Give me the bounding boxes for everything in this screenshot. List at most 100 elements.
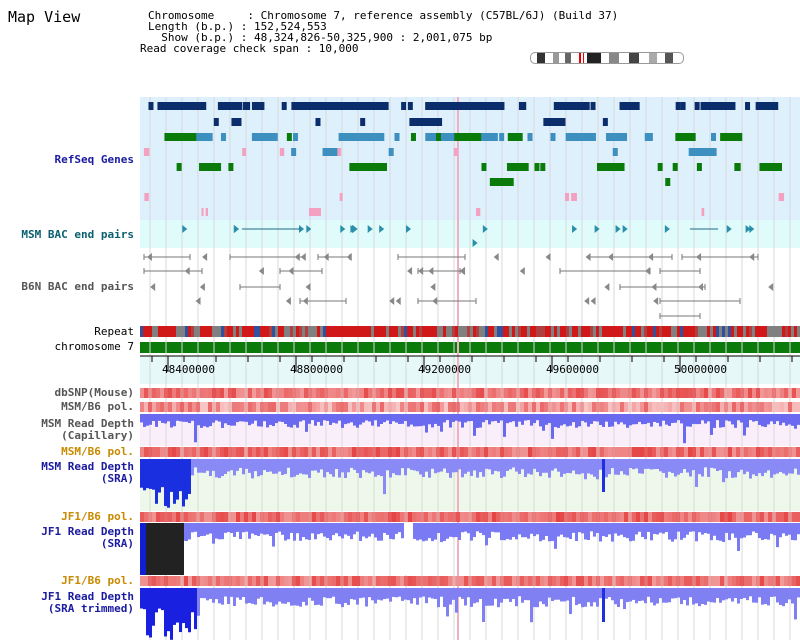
label-refseq: RefSeq Genes [54, 153, 134, 166]
depth-bar [782, 459, 785, 474]
depth-bar [440, 459, 443, 472]
depth-bar [245, 459, 248, 469]
polymorphism-cell [756, 512, 760, 522]
polymorphism-cell [188, 576, 192, 586]
depth-bar [779, 588, 782, 605]
repeat-segment [635, 326, 638, 337]
gene-feature [394, 133, 400, 141]
depth-bar [662, 588, 665, 603]
depth-bar [392, 414, 395, 422]
map-view-title: Map View [8, 8, 81, 26]
polymorphism-cell [148, 447, 152, 457]
depth-bar [182, 414, 185, 422]
polymorphism-cell [540, 402, 544, 412]
depth-bar [329, 523, 332, 541]
depth-bar [200, 588, 203, 599]
depth-bar [266, 588, 269, 602]
polymorphism-cell [732, 402, 736, 412]
depth-bar [779, 523, 782, 538]
repeat-segment [674, 326, 677, 337]
depth-bar [674, 414, 677, 423]
polymorphism-cell [760, 402, 764, 412]
gene-feature [197, 133, 213, 141]
polymorphism-cell [444, 576, 448, 586]
repeat-segment [512, 326, 515, 337]
polymorphism-cell [568, 447, 572, 457]
polymorphism-cell [220, 576, 224, 586]
polymorphism-cell [664, 402, 668, 412]
polymorphism-cell [396, 447, 400, 457]
depth-bar [320, 459, 323, 470]
polymorphism-cell [752, 402, 756, 412]
polymorphism-cell [712, 402, 716, 412]
repeat-segment [425, 326, 428, 337]
repeat-segment [695, 326, 698, 337]
chromosome-ideogram[interactable] [530, 52, 684, 64]
polymorphism-cell [680, 512, 684, 522]
repeat-segment [362, 326, 365, 337]
depth-bar [284, 459, 287, 474]
depth-bar [461, 459, 464, 478]
polymorphism-cell [472, 402, 476, 412]
gene-feature [199, 163, 205, 171]
depth-bar [740, 588, 743, 600]
depth-bar [575, 414, 578, 428]
depth-bar [467, 459, 470, 472]
depth-bar [146, 459, 149, 489]
depth-bar [752, 414, 755, 422]
depth-bar [626, 459, 629, 476]
depth-bar [209, 523, 212, 534]
depth-bar [554, 588, 557, 600]
depth-bar [743, 414, 746, 436]
polymorphism-cell [496, 576, 500, 586]
polymorphism-cell [500, 447, 504, 457]
depth-bar [563, 459, 566, 474]
depth-bar [722, 523, 725, 543]
polymorphism-cell [464, 402, 468, 412]
polymorphism-cell [304, 576, 308, 586]
bac-end-marker [367, 225, 373, 233]
gene-feature [360, 118, 366, 126]
polymorphism-cell [620, 512, 624, 522]
polymorphism-cell [244, 447, 248, 457]
depth-bar [389, 588, 392, 602]
repeat-segment [191, 326, 194, 337]
depth-bar [734, 414, 737, 428]
depth-bar [458, 414, 461, 422]
gene-feature [442, 133, 448, 141]
polymorphism-cell [540, 447, 544, 457]
depth-bar [431, 523, 434, 542]
depth-bar [671, 459, 674, 474]
gene-feature [694, 102, 700, 110]
depth-bar [647, 523, 650, 532]
polymorphism-cell [176, 388, 180, 398]
depth-bar [299, 459, 302, 474]
polymorphism-cell [508, 576, 512, 586]
depth-bar [791, 414, 794, 426]
repeat-segment [713, 326, 716, 337]
bac-end-marker [460, 267, 466, 275]
depth-bar [353, 459, 356, 470]
depth-bar [260, 459, 263, 476]
label-jf1-pol-1: JF1/B6 pol. [61, 510, 134, 523]
repeat-segment [650, 326, 653, 337]
polymorphism-cell [496, 447, 500, 457]
polymorphism-cell [552, 402, 556, 412]
depth-bar [140, 588, 143, 609]
repeat-segment [440, 326, 443, 337]
polymorphism-cell [596, 447, 600, 457]
bac-end-marker [146, 253, 152, 261]
label-msm-depth-sra: MSM Read Depth (SRA) [41, 460, 134, 485]
polymorphism-cell [376, 388, 380, 398]
depth-bar [416, 459, 419, 472]
polymorphism-cell [436, 447, 440, 457]
depth-bar [320, 588, 323, 606]
axis-tick-label: 50000000 [674, 363, 727, 376]
polymorphism-cell [324, 388, 328, 398]
depth-bar [698, 523, 701, 533]
polymorphism-cell [648, 447, 652, 457]
depth-bar [551, 459, 554, 471]
depth-bar [554, 523, 557, 549]
repeat-segment [563, 326, 566, 337]
depth-bar [218, 459, 221, 479]
